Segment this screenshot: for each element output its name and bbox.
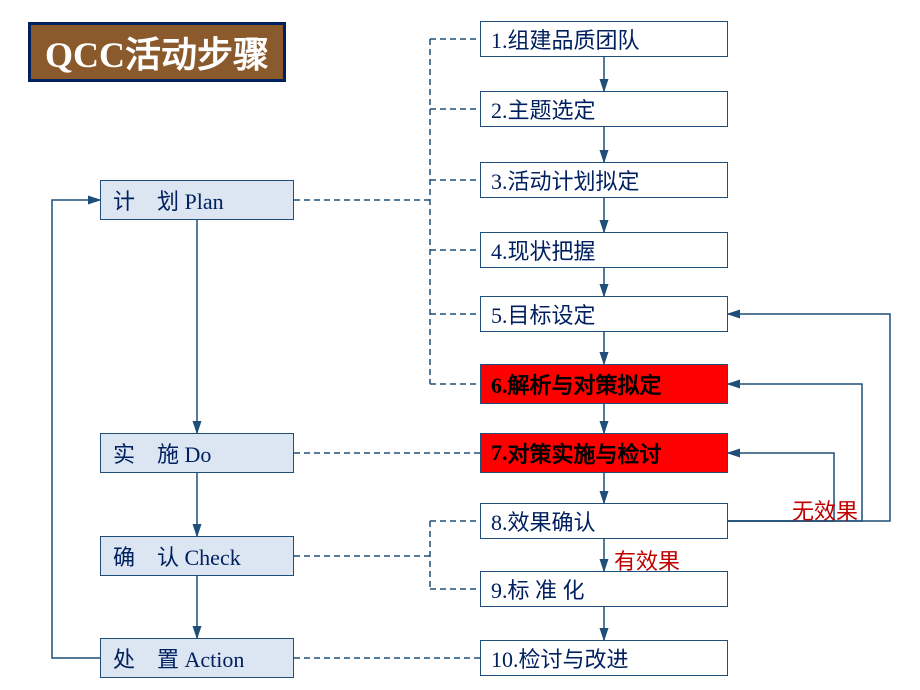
pdca-box-action: 处 置 Action [100, 638, 294, 678]
step-box-2: 2.主题选定 [480, 91, 728, 127]
label-no-effect: 无效果 [792, 494, 858, 526]
pdca-box-do: 实 施 Do [100, 433, 294, 473]
step-box-3: 3.活动计划拟定 [480, 162, 728, 198]
step-box-1: 1.组建品质团队 [480, 21, 728, 57]
step-box-7: 7.对策实施与检讨 [480, 433, 728, 473]
step-box-4: 4.现状把握 [480, 232, 728, 268]
pdca-box-plan: 计 划 Plan [100, 180, 294, 220]
pdca-box-check: 确 认 Check [100, 536, 294, 576]
step-box-5: 5.目标设定 [480, 296, 728, 332]
step-box-9: 9.标 准 化 [480, 571, 728, 607]
label-has-effect: 有效果 [614, 544, 680, 576]
step-box-6: 6.解析与对策拟定 [480, 364, 728, 404]
step-box-10: 10.检讨与改进 [480, 640, 728, 676]
flow-connectors [0, 0, 920, 690]
step-box-8: 8.效果确认 [480, 503, 728, 539]
diagram-title: QCC活动步骤 [28, 22, 286, 82]
